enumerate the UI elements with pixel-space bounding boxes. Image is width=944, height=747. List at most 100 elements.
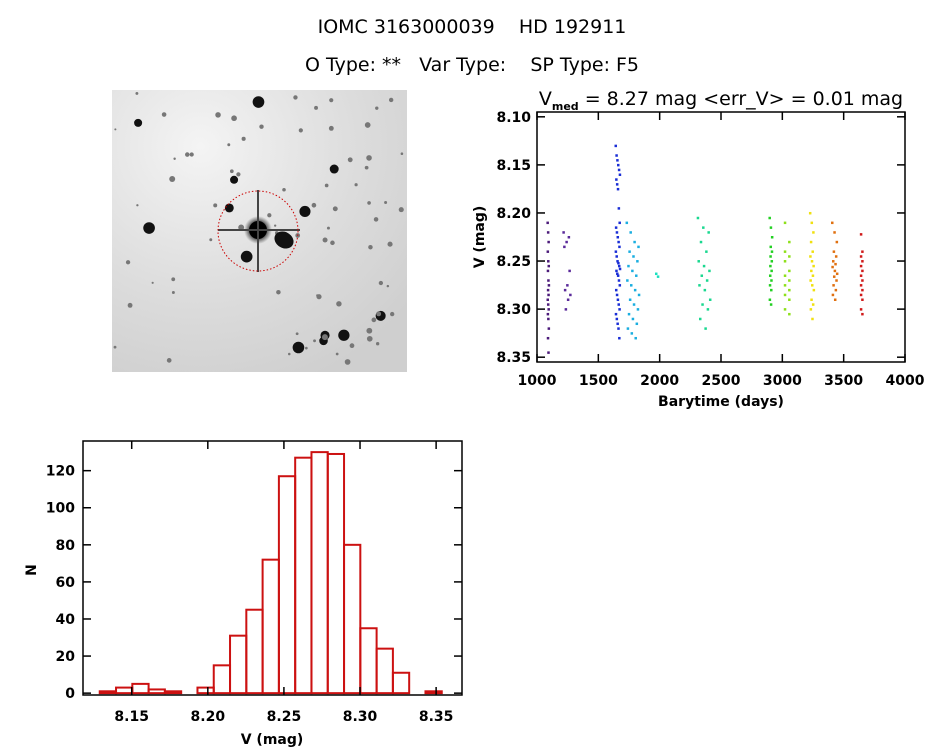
lc-point	[707, 231, 710, 234]
star	[314, 105, 318, 110]
lc-point	[831, 221, 834, 225]
lc-point	[546, 231, 550, 234]
lc-point	[618, 308, 621, 311]
lc-point	[614, 250, 618, 253]
lc-point	[614, 288, 618, 292]
lc-point	[783, 260, 787, 263]
lc-point	[770, 260, 774, 263]
star	[113, 345, 117, 349]
star	[274, 224, 277, 227]
star	[173, 157, 176, 160]
hist-bar	[212, 664, 232, 695]
hist-ytick-label: 80	[56, 538, 76, 554]
lc-point	[632, 303, 636, 306]
hist-ytick-label: 60	[56, 575, 76, 591]
star	[125, 260, 131, 265]
lc-point	[809, 308, 813, 311]
star	[252, 96, 265, 108]
lc-point	[705, 279, 709, 282]
lc-point	[616, 298, 620, 301]
lc-point	[770, 288, 773, 292]
lc-ylabel: V (mag)	[472, 206, 488, 269]
star	[230, 175, 239, 184]
lc-point	[810, 269, 813, 273]
star	[336, 301, 342, 307]
lc-point	[859, 233, 863, 236]
star	[169, 176, 176, 183]
lc-point	[568, 269, 571, 273]
lc-point	[708, 269, 711, 273]
lc-point	[618, 173, 622, 176]
lc-point	[569, 293, 572, 297]
lc-point	[564, 308, 568, 311]
lc-point	[546, 336, 550, 340]
lc-point	[861, 288, 864, 292]
star	[259, 124, 264, 129]
star	[347, 157, 351, 161]
lc-point	[566, 298, 570, 301]
lc-point	[809, 255, 812, 258]
lc-point	[615, 231, 619, 234]
lc-point	[831, 260, 835, 263]
lc-point	[546, 269, 550, 273]
hist-bar	[294, 456, 313, 695]
star	[398, 207, 404, 213]
star	[189, 152, 194, 157]
lc-point	[769, 303, 773, 306]
lc-point	[636, 308, 640, 311]
lc-series-6	[768, 216, 774, 306]
lc-xtick-label: 3500	[824, 373, 863, 389]
star	[375, 342, 380, 346]
lc-point	[562, 231, 565, 234]
lc-point	[630, 284, 633, 287]
star	[151, 281, 154, 284]
star	[376, 311, 382, 317]
hist-ytick-label: 0	[65, 686, 75, 702]
lc-point	[697, 260, 700, 263]
lc-point	[702, 226, 705, 229]
star	[366, 155, 372, 161]
star	[293, 95, 298, 100]
lc-point	[808, 211, 812, 215]
lc-point	[859, 255, 863, 258]
lc-point	[617, 163, 620, 167]
hist-ytick-label: 100	[46, 501, 75, 517]
lc-point	[565, 240, 568, 244]
lc-xtick-label: 3000	[763, 373, 802, 389]
lc-point	[769, 226, 773, 229]
lc-point	[631, 269, 634, 273]
lc-xtick-label: 1500	[579, 373, 618, 389]
lc-point	[616, 322, 619, 326]
star	[299, 205, 311, 217]
lc-point	[811, 317, 814, 321]
lc-ytick-label: 8.10	[496, 110, 531, 126]
hist-bar	[115, 686, 134, 695]
lc-point	[783, 221, 787, 225]
lc-point	[702, 264, 706, 268]
star	[366, 335, 373, 342]
lc-series-9	[831, 221, 839, 301]
lc-point	[769, 245, 773, 249]
lc-point	[563, 288, 567, 292]
lc-point	[810, 260, 814, 263]
star	[241, 136, 246, 141]
lc-point	[633, 240, 636, 244]
lc-point	[616, 260, 619, 263]
star	[329, 98, 334, 103]
hist-ytick-label: 20	[56, 649, 76, 665]
lc-point	[547, 240, 550, 244]
lc-point	[783, 274, 787, 277]
lc-title: Vmed = 8.27 mag <err_V> = 0.01 mag	[539, 88, 903, 113]
lc-point	[835, 240, 839, 244]
lc-point	[811, 303, 815, 306]
lc-point	[861, 250, 864, 253]
lc-point	[698, 284, 701, 287]
lc-point	[696, 216, 700, 220]
hist-bar	[196, 686, 215, 695]
hist-ytick-label: 120	[46, 464, 75, 480]
lc-ytick-label: 8.20	[496, 206, 531, 222]
star	[166, 358, 172, 363]
lc-point	[618, 336, 621, 340]
lc-ytick-label: 8.25	[496, 254, 531, 270]
